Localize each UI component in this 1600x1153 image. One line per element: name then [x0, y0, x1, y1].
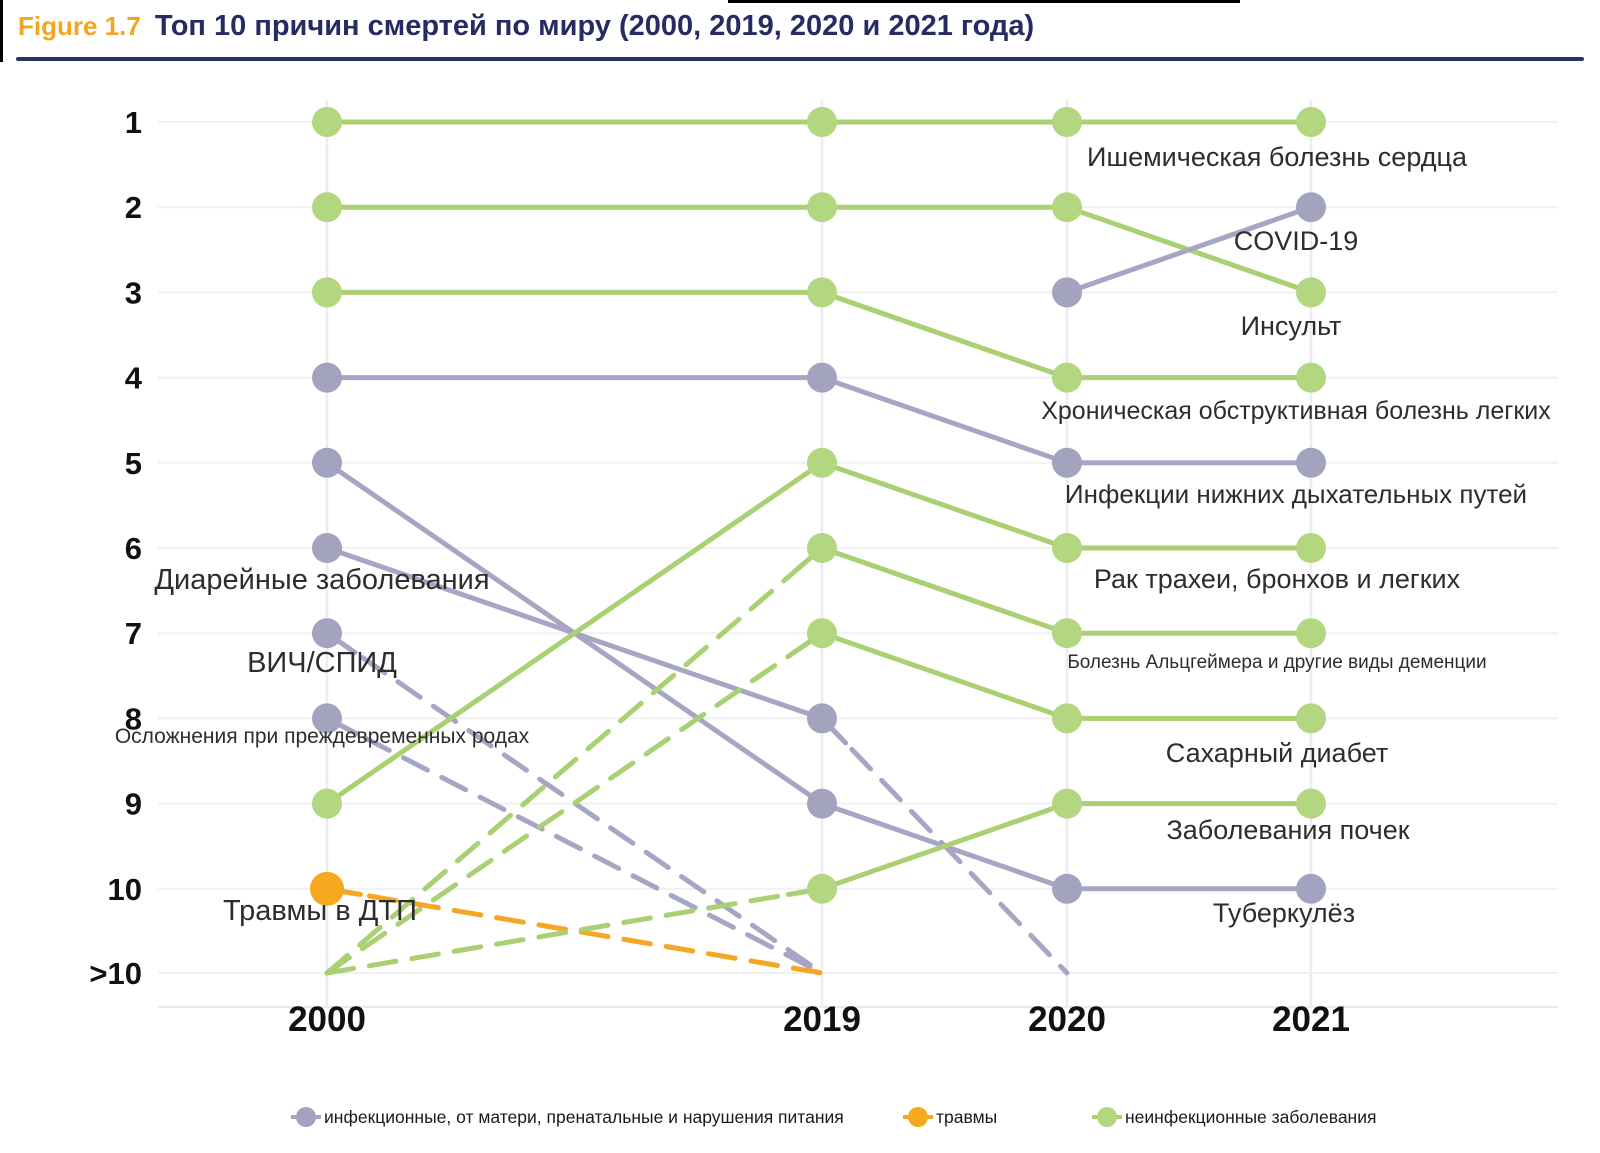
rank-line [819, 460, 1070, 551]
rank-dot [312, 447, 342, 478]
rank-line [819, 545, 1070, 636]
top-border-line [728, 0, 1240, 3]
rank-dot [1052, 277, 1082, 308]
rank-dot [1052, 873, 1082, 904]
legend-label: инфекционные, от матери, пренатальные и … [324, 1107, 844, 1127]
rank-dot [1296, 618, 1326, 649]
legend-label: травмы [936, 1107, 997, 1127]
rank-dot [807, 107, 837, 137]
rank-dot [1052, 533, 1082, 563]
series-label-left: ВИЧ/СПИД [247, 647, 397, 679]
legend-marker-dot [1097, 1107, 1117, 1127]
rank-line [819, 801, 1070, 892]
rank-axis-label: 7 [125, 616, 142, 651]
rank-dot [312, 192, 342, 223]
series-label-right: COVID-19 [1234, 226, 1359, 256]
rank-axis-label: 1 [125, 105, 142, 140]
legend-label: неинфекционные заболевания [1125, 1107, 1376, 1127]
figure-tag: Figure 1.7 [18, 11, 141, 41]
rank-dot [312, 788, 342, 819]
series-label-right: Туберкулёз [1213, 898, 1355, 928]
rank-dot [312, 362, 342, 393]
rank-line [819, 289, 1070, 381]
rank-axis-label: >10 [89, 956, 142, 991]
rank-axis-label: 10 [108, 872, 142, 907]
series-label-right: Инсульт [1241, 311, 1342, 341]
rank-line [819, 375, 1070, 466]
rank-dot [1296, 788, 1326, 819]
rank-dot [312, 277, 342, 308]
series-label-right: Инфекции нижних дыхательных путей [1065, 479, 1527, 509]
rank-dot [1296, 447, 1326, 478]
rank-dot [312, 703, 342, 734]
rank-line [324, 460, 825, 807]
rank-change-line-dashed [324, 630, 825, 976]
left-border-line [0, 0, 3, 62]
rank-axis-label: 6 [125, 531, 142, 566]
rank-dot [1296, 703, 1326, 734]
rank-dot [807, 192, 837, 223]
rank-axis-label: 8 [125, 701, 142, 736]
rank-dot [807, 703, 837, 734]
rank-dot [1052, 362, 1082, 393]
rank-dot [1296, 107, 1326, 137]
rank-dot [1052, 788, 1082, 819]
rank-dot [312, 533, 342, 563]
year-axis-label: 2019 [783, 1000, 861, 1039]
rank-axis-label: 2 [125, 190, 142, 225]
rank-change-line-dashed [324, 886, 825, 976]
rank-dot [807, 873, 837, 904]
title-underline [16, 57, 1584, 61]
rank-dot [807, 447, 837, 478]
series-label-right: Заболевания почек [1166, 815, 1409, 845]
rank-dot [312, 618, 342, 649]
rank-change-line-dashed [324, 545, 825, 976]
rank-dot [1296, 362, 1326, 393]
series-label-left: Диарейные заболевания [154, 564, 489, 596]
rank-dot [807, 788, 837, 819]
rank-dot [1296, 873, 1326, 904]
series-label-right: Болезнь Альцгеймера и другие виды деменц… [1067, 652, 1486, 673]
rank-dot [1052, 447, 1082, 478]
rank-dot [807, 362, 837, 393]
rank-dot [1052, 192, 1082, 223]
rank-dot [1052, 703, 1082, 734]
rank-axis-label: 4 [125, 361, 143, 396]
year-axis-label: 2000 [288, 1000, 366, 1039]
figure-header: Figure 1.7 Топ 10 причин смертей по миру… [18, 10, 1034, 43]
rank-axis-label: 3 [125, 275, 142, 310]
rank-change-line-dashed [324, 715, 825, 976]
rank-dot [807, 277, 837, 308]
rank-dot [310, 871, 344, 906]
series-label-right: Ишемическая болезнь сердца [1087, 142, 1468, 172]
rank-dot [1296, 277, 1326, 308]
series-label-left: Осложнения при преждевременных родах [115, 725, 530, 748]
series-label-right: Рак трахеи, бронхов и легких [1094, 564, 1461, 594]
legend-marker-dot [296, 1107, 316, 1127]
series-label-right: Хроническая обструктивная болезнь легких [1041, 397, 1551, 425]
rank-axis-label: 9 [125, 787, 142, 822]
rank-line [819, 630, 1070, 721]
rank-dot [1052, 107, 1082, 137]
rank-dot [1052, 618, 1082, 649]
legend-marker-dot [908, 1107, 928, 1127]
series-label-left: Травмы в ДТП [223, 895, 417, 927]
rank-dot [1296, 192, 1326, 223]
year-axis-label: 2020 [1028, 1000, 1106, 1039]
figure-title: Топ 10 причин смертей по миру (2000, 201… [154, 10, 1035, 42]
rank-line [1064, 204, 1314, 295]
rank-dot [807, 533, 837, 563]
rank-dot [1296, 533, 1326, 563]
year-axis-label: 2021 [1272, 1000, 1350, 1039]
series-label-right: Сахарный диабет [1166, 738, 1388, 768]
rank-axis-label: 5 [125, 446, 142, 481]
rank-dot [312, 107, 342, 137]
rank-dot [807, 618, 837, 649]
